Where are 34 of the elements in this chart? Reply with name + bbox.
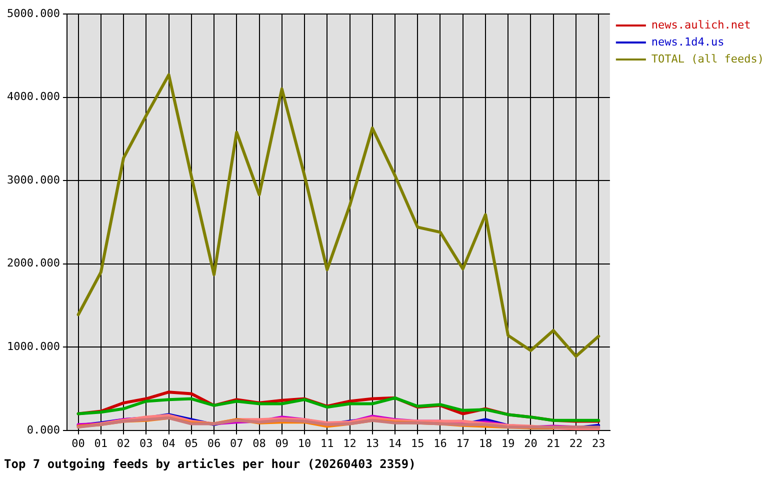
y-tick-label: 0.000 bbox=[26, 423, 60, 436]
x-tick-label: 20 bbox=[524, 436, 538, 450]
x-tick-label: 03 bbox=[140, 436, 153, 450]
legend-label: news.1d4.us bbox=[651, 35, 724, 48]
y-tick-label: 4000.000 bbox=[6, 90, 60, 104]
x-tick-label: 12 bbox=[343, 436, 356, 450]
x-tick-label: 22 bbox=[569, 436, 583, 450]
x-tick-label: 15 bbox=[411, 436, 424, 450]
y-tick-label: 1000.000 bbox=[6, 340, 60, 353]
x-tick-label: 18 bbox=[478, 436, 492, 450]
x-tick-label: 23 bbox=[592, 436, 606, 450]
x-tick-label: 10 bbox=[298, 436, 312, 450]
x-tick-label: 19 bbox=[501, 436, 515, 450]
x-tick-label: 05 bbox=[184, 436, 198, 450]
x-tick-label: 21 bbox=[546, 436, 560, 450]
text: Top 7 outgoing feeds by articles per hour (20260403 2359) bbox=[4, 456, 416, 471]
x-tick-label: 09 bbox=[275, 436, 289, 450]
x-tick-label: 16 bbox=[434, 436, 447, 450]
x-tick-label: 07 bbox=[230, 436, 244, 450]
x-tick-label: 06 bbox=[207, 436, 221, 450]
legend-label: news.aulich.net bbox=[651, 18, 751, 32]
x-tick-label: 17 bbox=[456, 436, 470, 450]
x-tick-label: 00 bbox=[72, 436, 85, 450]
x-tick-label: 01 bbox=[94, 436, 108, 450]
x-tick-label: 02 bbox=[116, 436, 130, 450]
x-tick-label: 13 bbox=[366, 436, 380, 450]
y-tick-label: 2000.000 bbox=[6, 256, 60, 270]
y-tick-label: 3000.000 bbox=[6, 173, 60, 186]
legend-label: TOTAL (all feeds) bbox=[651, 52, 764, 66]
x-tick-label: 11 bbox=[320, 436, 334, 450]
x-tick-label: 14 bbox=[388, 436, 402, 450]
x-tick-label: 04 bbox=[162, 436, 176, 450]
x-tick-label: 08 bbox=[252, 436, 266, 450]
y-tick-label: 5000.000 bbox=[6, 6, 60, 20]
